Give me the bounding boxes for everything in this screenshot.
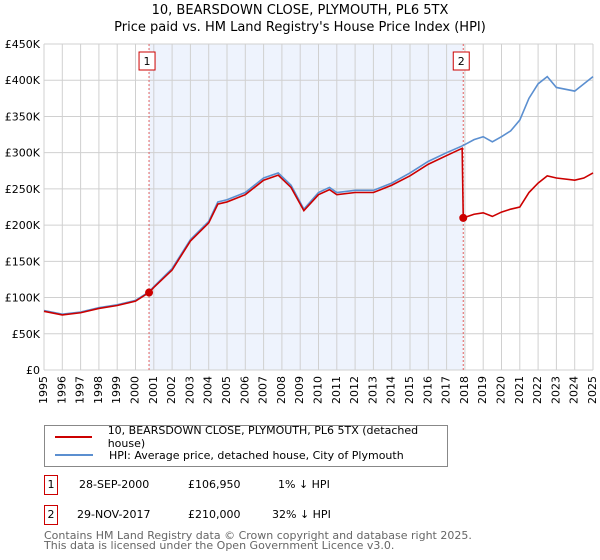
price-chart: 1995 1996 1997 1998 1999 2000 2001 2002 2003 2004… [5,38,599,404]
legend-label: 10, BEARSDOWN CLOSE, PLYMOUTH, PL6 5TX (… [107,424,419,450]
y-tick-label: £400K [5,74,41,87]
sale-number: 1 [44,475,58,495]
property-price-line [43,147,594,316]
x-tick-label: 2002 [165,376,178,404]
x-tick-label: 1995 [37,376,50,404]
x-tick-label: 2012 [348,376,361,404]
x-tick-label: 2021 [513,376,526,404]
x-tick-label: 2006 [238,376,251,404]
chart-subtitle: Price paid vs. HM Land Registry's House … [114,20,486,35]
sale-point [459,213,468,222]
x-tick-label: 2009 [293,376,306,404]
chart-title: 10, BEARSDOWN CLOSE, PLYMOUTH, PL6 5TX [151,3,449,18]
footer-line: Contains HM Land Registry data © Crown c… [44,529,472,542]
y-tick-label: £200K [5,219,41,232]
sale-hpi: 32% ↓ HPI [272,508,331,521]
sale-point [145,288,154,297]
sale-marker-label: 2 [458,55,465,68]
sale-hpi: 1% ↓ HPI [278,478,330,491]
x-tick-label: 1997 [74,376,87,404]
y-tick-label: £100K [5,292,41,305]
x-tick-label: 2024 [568,376,581,404]
sale-price: £210,000 [188,508,241,521]
x-tick-label: 2023 [549,376,562,404]
legend-item-hpi: HPI: Average price, detached house, City… [55,446,404,464]
x-tick-label: 2007 [257,376,270,404]
y-tick-label: £350K [5,110,41,123]
y-tick-label: £250K [5,183,41,196]
sale-date: 28-SEP-2000 [79,478,150,491]
x-tick-label: 1999 [110,376,123,404]
x-tick-label: 2010 [312,376,325,404]
x-tick-label: 2014 [385,376,398,404]
x-tick-label: 2005 [220,376,233,404]
x-tick-label: 2001 [147,376,160,404]
red-line-swatch [55,436,92,438]
sale-row-1: 1 28-SEP-2000 £106,950 1% ↓ HPI [44,475,544,495]
y-tick-label: £150K [5,255,41,268]
x-tick-label: 2020 [495,376,508,404]
y-tick-label: £300K [5,147,41,160]
x-tick-label: 2025 [586,376,599,404]
blue-line-swatch [55,454,93,456]
x-tick-label: 1998 [92,376,105,404]
legend-item-property: 10, BEARSDOWN CLOSE, PLYMOUTH, PL6 5TX (… [55,424,447,450]
sale-date: 29-NOV-2017 [77,508,151,521]
x-tick-label: 2018 [458,376,471,404]
y-tick-label: £450K [5,38,41,51]
x-tick-label: 2015 [403,376,416,404]
legend: 10, BEARSDOWN CLOSE, PLYMOUTH, PL6 5TX (… [44,424,448,467]
sale-price: £106,950 [188,478,241,491]
y-tick-label: £0 [26,364,40,377]
x-tick-label: 2019 [476,376,489,404]
legend-label: HPI: Average price, detached house, City… [109,448,404,462]
footer: Contains HM Land Registry data © Crown c… [44,529,472,552]
y-tick-label: £50K [12,328,41,341]
sale-number: 2 [44,505,58,525]
sale-marker-box [138,51,156,71]
sale-marker-label: 1 [144,55,151,68]
x-tick-label: 2013 [366,376,379,404]
x-tick-label: 2003 [183,376,196,404]
x-tick-label: 2016 [421,376,434,404]
x-tick-label: 2000 [129,376,142,404]
sale-row-2: 2 29-NOV-2017 £210,000 32% ↓ HPI [44,505,544,525]
x-tick-label: 2004 [202,376,215,404]
x-tick-label: 1996 [55,376,68,404]
x-tick-label: 2017 [440,376,453,404]
x-tick-label: 2011 [330,376,343,404]
footer-line: This data is licensed under the Open Gov… [44,539,395,552]
x-tick-label: 2022 [531,376,544,404]
sale-marker-box [452,51,470,71]
x-tick-label: 2008 [275,376,288,404]
